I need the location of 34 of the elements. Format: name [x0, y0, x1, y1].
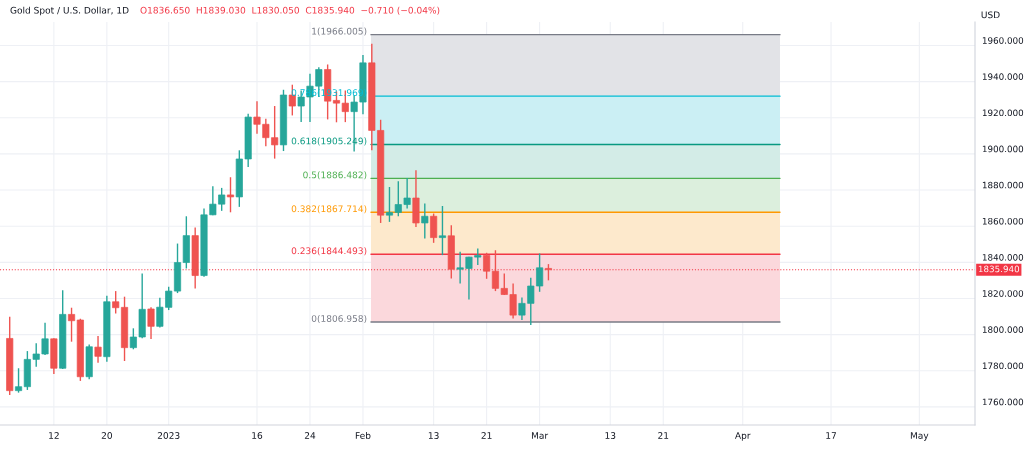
- ref-line-label: 1(1966.005): [312, 27, 367, 36]
- ref-line-label: 0.5(1886.482): [303, 171, 367, 180]
- y-tick-label: 1920.000: [982, 109, 1024, 117]
- y-tick-label: 1780.000: [982, 362, 1024, 370]
- y-tick-label: 1820.000: [982, 290, 1024, 297]
- x-tick-label: 2023: [157, 432, 180, 439]
- x-tick-label: 17: [826, 432, 837, 439]
- chart-subtitle: O1836.650 H1839.030 L1830.050 C1835.940 −0.710 (−0.04%): [140, 6, 440, 15]
- y-tick-label: 1960.000: [982, 37, 1024, 44]
- ref-line-label: 0.382(1867.714): [291, 205, 367, 214]
- y-tick-label: 1880.000: [982, 181, 1024, 189]
- x-tick-label: 24: [304, 432, 316, 439]
- ref-line-label: 0(1806.958): [311, 315, 367, 324]
- x-tick-label: 20: [101, 432, 113, 439]
- ref-line-label: 0.236(1844.493): [291, 247, 367, 256]
- x-tick-label: May: [910, 432, 929, 441]
- chart-title: Gold Spot / U.S. Dollar, 1D: [10, 6, 129, 16]
- x-tick-label: 12: [49, 432, 59, 439]
- y-tick-label: 1900.000: [982, 145, 1024, 153]
- ref-line-label: 1835.940: [978, 265, 1020, 273]
- y-tick-label: 1760.000: [982, 398, 1024, 406]
- y-tick-label: 1800.000: [982, 326, 1024, 333]
- y-axis-title: USD: [981, 11, 1000, 19]
- y-tick-label: 1940.000: [982, 73, 1024, 80]
- x-tick-label: 13: [428, 432, 439, 439]
- x-tick-label: 16: [252, 432, 263, 439]
- x-tick-label: Mar: [531, 432, 549, 439]
- x-tick-label: 13: [605, 432, 616, 439]
- x-tick-label: 21: [658, 432, 669, 439]
- x-tick-label: 21: [481, 432, 492, 439]
- x-tick-label: Apr: [734, 432, 751, 441]
- x-tick-label: Feb: [355, 431, 371, 439]
- y-tick-label: 1840.000: [982, 254, 1024, 261]
- y-tick-label: 1860.000: [982, 217, 1024, 225]
